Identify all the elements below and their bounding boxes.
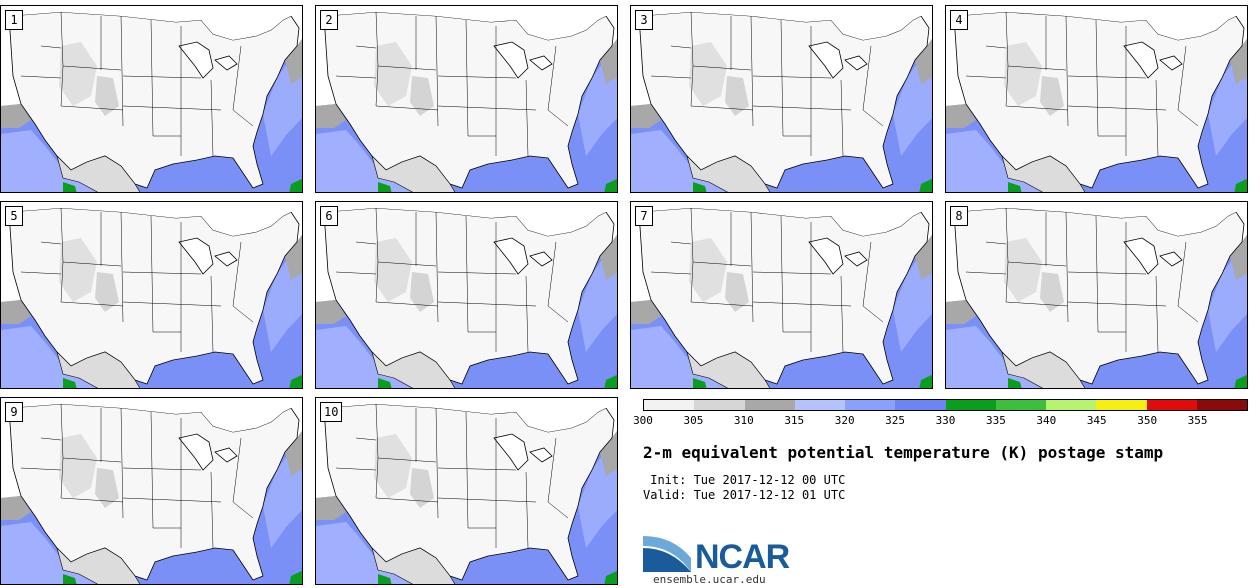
panel-number: 1 [5,10,23,30]
map-graphic [946,202,1247,388]
panel-number: 4 [950,10,968,30]
site-url: ensemble.ucar.edu [653,573,766,586]
logo-text: NCAR [695,538,790,576]
map-panel-6: 6 [315,201,618,389]
map-panel-10: 10 [315,397,618,585]
map-graphic [1,6,302,192]
map-panel-4: 4 [945,5,1248,193]
colorbar-label: 325 [885,414,906,427]
map-panel-8: 8 [945,201,1248,389]
colorbar-label: 345 [1086,414,1107,427]
colorbar-swatch [644,400,695,410]
map-panel-2: 2 [315,5,618,193]
colorbar-swatch [845,400,896,410]
ncar-logo-icon [643,536,691,572]
map-graphic [316,398,617,584]
panel-number: 7 [635,206,653,226]
colorbar-swatch [1046,400,1097,410]
colorbar-swatch [1196,400,1247,410]
panel-number: 8 [950,206,968,226]
colorbar-swatch [895,400,946,410]
plot-title: 2-m equivalent potential temperature (K)… [643,443,1164,462]
colorbar-swatch [945,400,996,410]
panel-number: 3 [635,10,653,30]
colorbar-label: 350 [1137,414,1158,427]
map-graphic [631,202,932,388]
panel-number: 2 [320,10,338,30]
map-graphic [1,202,302,388]
colorbar [643,399,1248,411]
colorbar-label: 320 [834,414,855,427]
map-panel-9: 9 [0,397,303,585]
colorbar-label: 305 [683,414,704,427]
colorbar-swatch [1146,400,1197,410]
panel-number: 10 [320,402,343,422]
colorbar-swatch [995,400,1046,410]
valid-time: Valid: Tue 2017-12-12 01 UTC [643,488,846,502]
map-panel-1: 1 [0,5,303,193]
map-panel-7: 7 [630,201,933,389]
colorbar-label: 355 [1187,414,1208,427]
map-panel-3: 3 [630,5,933,193]
colorbar-label: 330 [935,414,956,427]
map-graphic [316,6,617,192]
map-graphic [1,398,302,584]
colorbar-swatch [744,400,795,410]
map-graphic [316,202,617,388]
panel-number: 6 [320,206,338,226]
map-graphic [946,6,1247,192]
colorbar-swatch [694,400,745,410]
panel-number: 9 [5,402,23,422]
colorbar-label: 300 [633,414,653,427]
colorbar-swatch [1096,400,1147,410]
map-graphic [631,6,932,192]
colorbar-label: 315 [784,414,805,427]
init-time: Init: Tue 2017-12-12 00 UTC [643,473,846,487]
colorbar-swatch [794,400,845,410]
colorbar-label: 335 [985,414,1006,427]
panel-number: 5 [5,206,23,226]
colorbar-label: 310 [733,414,754,427]
colorbar-label: 340 [1036,414,1057,427]
map-panel-5: 5 [0,201,303,389]
